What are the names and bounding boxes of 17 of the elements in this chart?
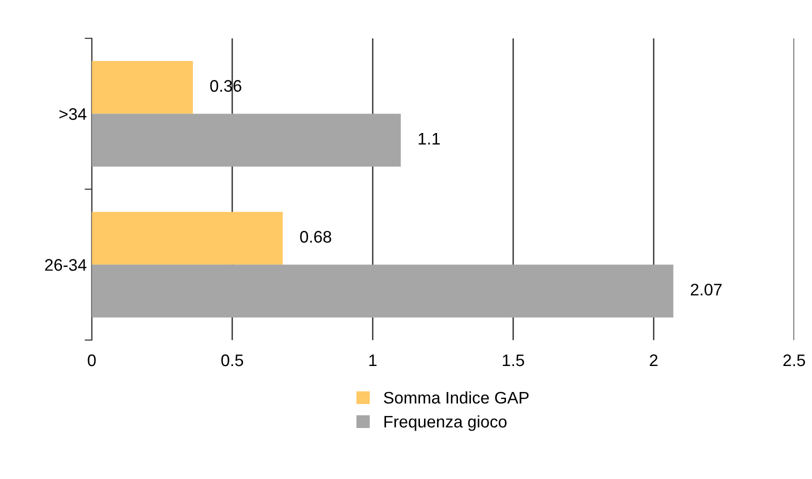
legend-label: Frequenza gioco <box>384 415 507 431</box>
bar <box>92 60 193 114</box>
legend-label: Somma Indice GAP <box>384 391 529 404</box>
y-tick-label: 26-34 <box>45 259 86 271</box>
data-label: 0.68 <box>300 230 332 243</box>
x-tick-label: 1.5 <box>502 354 524 366</box>
x-tick-label: 0.5 <box>221 354 244 366</box>
data-label: 1.1 <box>418 133 440 144</box>
bar <box>92 212 283 265</box>
x-tick-label: 0 <box>88 354 96 366</box>
bar <box>92 114 401 167</box>
data-label: 2.07 <box>690 284 722 296</box>
y-tick-label: >34 <box>59 108 86 120</box>
bar <box>92 264 674 318</box>
x-tick-label: 2.5 <box>783 354 806 366</box>
x-tick-label: 2 <box>650 354 658 366</box>
x-tick-label: 1 <box>369 354 377 366</box>
